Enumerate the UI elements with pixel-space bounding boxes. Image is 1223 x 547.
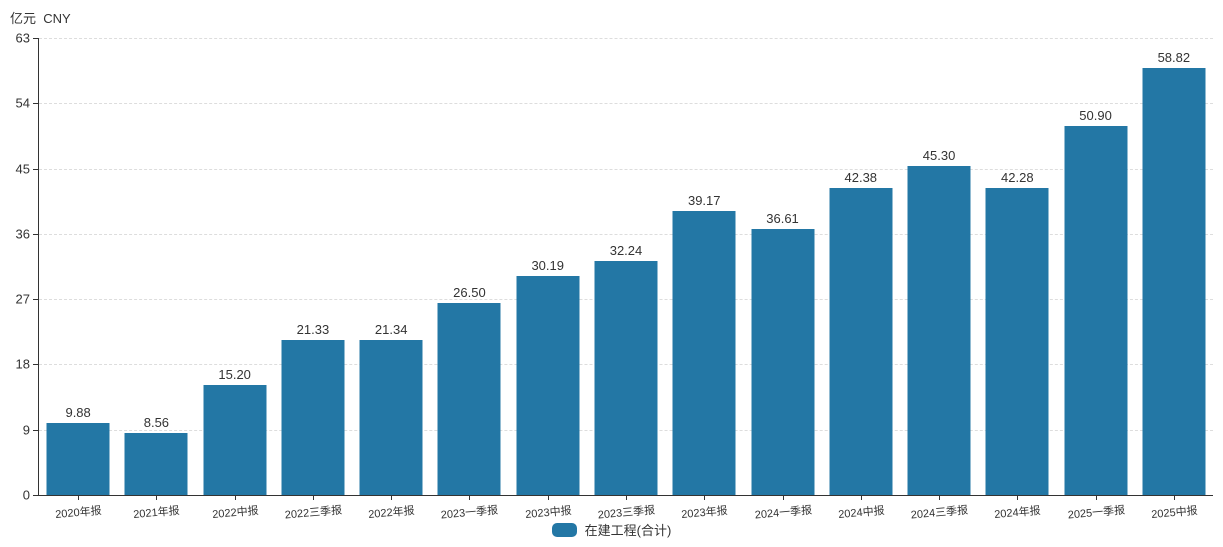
bar-2023三季报[interactable] bbox=[594, 261, 658, 495]
bar-value-label: 32.24 bbox=[609, 243, 643, 259]
x-tick-mark bbox=[782, 495, 784, 500]
bar-group: 30.19 2023中报 bbox=[509, 38, 587, 521]
bar-2023一季报[interactable] bbox=[437, 302, 501, 495]
bar-value-label: 42.38 bbox=[844, 169, 878, 185]
bar-2024年报[interactable] bbox=[985, 188, 1049, 495]
x-category-label-2023年报: 2023年报 bbox=[681, 504, 729, 521]
x-category-label-2021年报: 2021年报 bbox=[133, 504, 181, 521]
bar-group: 9.88 2020年报 bbox=[39, 38, 117, 521]
x-tick-mark bbox=[156, 495, 158, 500]
x-category-label-2024年报: 2024年报 bbox=[994, 504, 1042, 521]
bar-value-label: 30.19 bbox=[531, 258, 564, 274]
bar-2023中报[interactable] bbox=[516, 276, 580, 495]
x-category-label-2023一季报: 2023一季报 bbox=[440, 504, 500, 522]
bar-group: 36.61 2024一季报 bbox=[743, 38, 821, 521]
bar-value-label: 36.61 bbox=[766, 211, 799, 227]
bar-value-label: 58.82 bbox=[1157, 50, 1191, 66]
y-tick-mark-45 bbox=[33, 168, 39, 170]
bar-group: 32.24 2023三季报 bbox=[587, 38, 665, 521]
bar-group: 42.28 2024年报 bbox=[978, 38, 1056, 521]
bar-2021年报[interactable] bbox=[124, 432, 188, 495]
x-tick-mark bbox=[469, 495, 471, 500]
x-category-label-2024一季报: 2024一季报 bbox=[753, 504, 813, 522]
legend: 在建工程(合计) bbox=[0, 520, 1223, 539]
bar-value-label: 50.90 bbox=[1079, 107, 1112, 123]
bar-group: 45.30 2024三季报 bbox=[900, 38, 978, 521]
bar-group: 21.33 2022三季报 bbox=[274, 38, 352, 521]
bar-value-label: 15.20 bbox=[218, 366, 251, 382]
bar-2022三季报[interactable] bbox=[281, 340, 345, 495]
y-tick-mark-63 bbox=[33, 38, 39, 39]
bar-value-label: 39.17 bbox=[687, 192, 721, 208]
bar-value-label: 42.28 bbox=[1001, 170, 1034, 186]
y-tick-mark-18 bbox=[33, 364, 39, 366]
plot-area: 9.88 2020年报 8.56 2021年报 15.20 2022中报 21.33 2022… bbox=[33, 38, 1213, 521]
x-tick-mark bbox=[1017, 495, 1019, 500]
bar-2024三季报[interactable] bbox=[907, 166, 971, 495]
x-tick-mark bbox=[939, 495, 941, 500]
bar-value-label: 45.30 bbox=[922, 148, 956, 164]
bar-2025一季报[interactable] bbox=[1064, 125, 1128, 495]
y-tick-label-9: 9 bbox=[22, 422, 30, 438]
bar-value-label: 21.34 bbox=[374, 322, 408, 338]
bar-group: 50.90 2025一季报 bbox=[1056, 38, 1134, 521]
y-axis: 0 9 18 27 36 45 54 63 bbox=[0, 31, 30, 503]
bar-group: 39.17 2023年报 bbox=[665, 38, 743, 521]
x-tick-mark bbox=[860, 495, 862, 500]
bar-2022年报[interactable] bbox=[359, 340, 423, 495]
x-tick-mark bbox=[234, 495, 236, 500]
gridline-54 bbox=[39, 103, 1213, 105]
y-tick-label-54: 54 bbox=[15, 95, 30, 111]
bar-2022中报[interactable] bbox=[203, 384, 267, 495]
x-tick-mark bbox=[547, 495, 549, 500]
x-category-label-2025中报: 2025中报 bbox=[1150, 504, 1198, 521]
gridline-36 bbox=[39, 233, 1213, 235]
y-tick-label-45: 45 bbox=[15, 161, 30, 177]
bar-value-label: 9.88 bbox=[65, 405, 91, 421]
x-category-label-2025一季报: 2025一季报 bbox=[1066, 504, 1126, 522]
gridline-63 bbox=[39, 38, 1213, 39]
bar-value-label: 26.50 bbox=[453, 284, 486, 300]
bar-group: 15.20 2022中报 bbox=[196, 38, 274, 521]
x-tick-mark bbox=[625, 495, 627, 500]
legend-swatch[interactable] bbox=[551, 522, 577, 537]
y-tick-mark-54 bbox=[33, 103, 39, 105]
x-tick-mark bbox=[391, 495, 393, 500]
y-tick-label-36: 36 bbox=[15, 226, 30, 242]
bar-2023年报[interactable] bbox=[672, 210, 736, 495]
bar-2024一季报[interactable] bbox=[751, 229, 815, 495]
bar-2020年报[interactable] bbox=[46, 423, 110, 495]
y-tick-label-18: 18 bbox=[15, 356, 30, 372]
bar-group: 58.82 2025中报 bbox=[1135, 38, 1213, 521]
bar-value-label: 8.56 bbox=[143, 414, 170, 430]
gridline-45 bbox=[39, 168, 1213, 170]
x-tick-mark bbox=[312, 495, 314, 500]
y-tick-mark-9 bbox=[33, 429, 39, 431]
y-tick-label-63: 63 bbox=[15, 30, 30, 46]
x-tick-mark bbox=[78, 495, 80, 500]
bar-group: 42.38 2024中报 bbox=[822, 38, 900, 521]
x-tick-mark bbox=[1173, 495, 1175, 500]
bar-group: 8.56 2021年报 bbox=[117, 38, 195, 521]
y-tick-mark-36 bbox=[33, 233, 39, 235]
bar-group: 21.34 2022年报 bbox=[352, 38, 430, 521]
x-tick-mark bbox=[1095, 495, 1097, 500]
bar-2024中报[interactable] bbox=[829, 187, 893, 495]
x-tick-mark bbox=[704, 495, 706, 500]
bar-group: 26.50 2023一季报 bbox=[430, 38, 508, 521]
legend-label[interactable]: 在建工程(合计) bbox=[584, 523, 672, 538]
bar-value-label: 21.33 bbox=[296, 322, 330, 338]
y-tick-mark-0 bbox=[33, 495, 39, 496]
y-axis-unit-label: 亿元 CNY bbox=[10, 11, 71, 26]
y-tick-mark-27 bbox=[33, 299, 39, 301]
y-tick-label-0: 0 bbox=[22, 487, 30, 503]
bar-2025中报[interactable] bbox=[1142, 68, 1206, 495]
y-tick-label-27: 27 bbox=[15, 291, 30, 307]
x-category-label-2022中报: 2022中报 bbox=[211, 504, 259, 521]
